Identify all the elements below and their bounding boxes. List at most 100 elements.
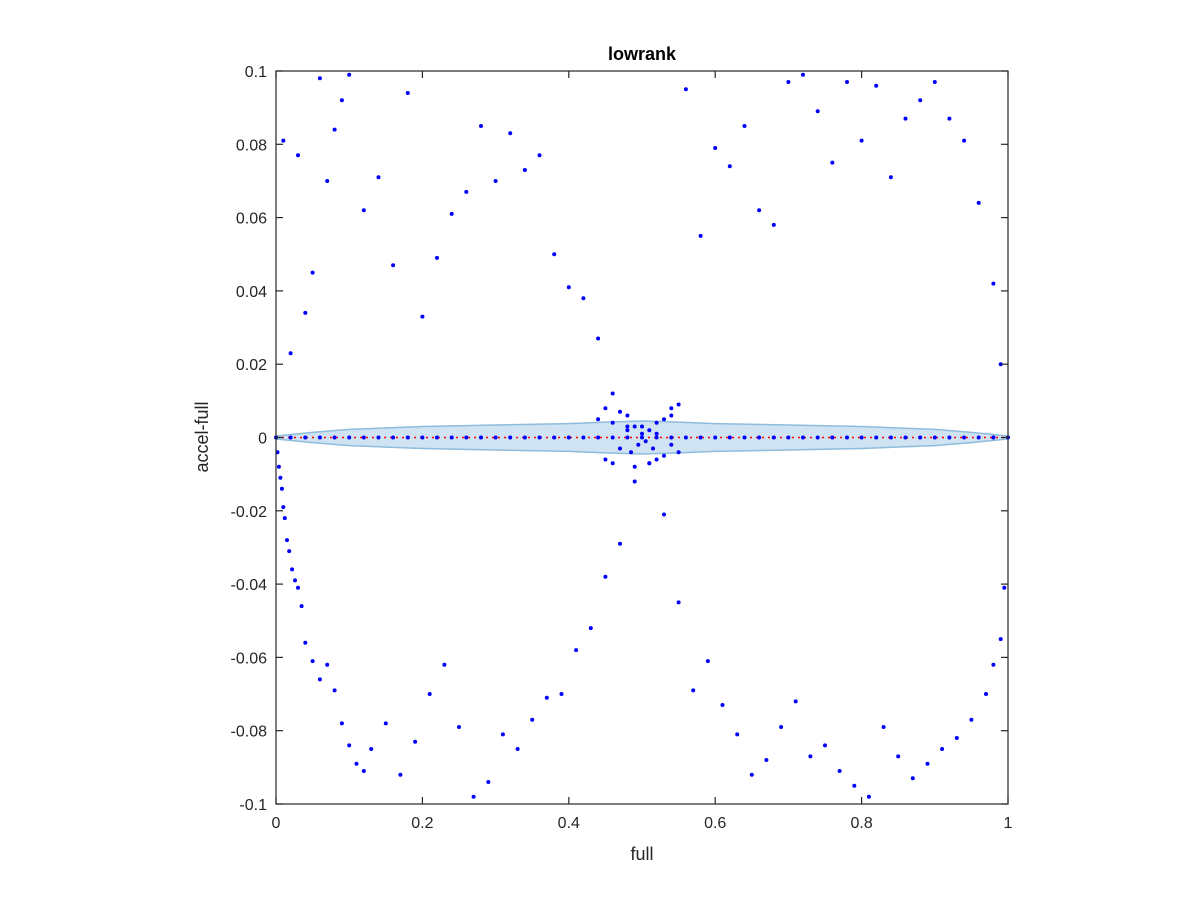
data-point <box>544 695 549 700</box>
data-point <box>610 420 615 425</box>
data-point <box>691 688 696 693</box>
data-point <box>618 541 622 546</box>
data-point <box>442 662 447 667</box>
data-point <box>757 208 762 213</box>
data-point <box>823 743 827 748</box>
data-point <box>435 435 439 440</box>
data-point <box>947 435 952 440</box>
data-point <box>969 717 974 722</box>
data-point <box>654 420 659 425</box>
data-point <box>636 442 641 447</box>
data-point <box>285 538 289 543</box>
data-point <box>581 296 586 301</box>
data-point <box>643 439 648 444</box>
data-point <box>962 435 967 440</box>
data-point <box>508 435 513 440</box>
data-point <box>625 413 630 418</box>
x-tick-label: 0.4 <box>558 815 580 832</box>
data-point <box>720 703 725 707</box>
data-point <box>654 435 659 440</box>
data-point <box>361 435 366 440</box>
data-point <box>515 747 520 751</box>
data-point <box>757 435 762 440</box>
data-point <box>662 417 666 422</box>
data-point <box>317 435 322 440</box>
data-point <box>713 435 718 440</box>
y-tick-label: 0.04 <box>236 284 267 301</box>
data-point <box>281 505 286 510</box>
data-point <box>954 736 959 740</box>
data-point <box>852 783 857 788</box>
data-point <box>925 761 930 766</box>
data-point <box>603 457 608 462</box>
data-point <box>303 310 308 315</box>
data-point <box>632 479 637 484</box>
data-point <box>998 362 1003 367</box>
data-point <box>347 72 352 77</box>
data-point <box>991 281 996 286</box>
data-point <box>610 391 615 396</box>
data-point <box>654 457 659 462</box>
data-point <box>317 677 322 682</box>
data-point <box>976 200 981 205</box>
data-point <box>727 164 732 169</box>
data-point <box>276 464 281 469</box>
data-point <box>991 435 996 440</box>
data-point <box>874 435 879 440</box>
data-point <box>727 435 732 440</box>
data-point <box>537 153 542 158</box>
data-point <box>896 754 901 759</box>
data-point <box>801 435 805 440</box>
data-point <box>361 769 366 773</box>
data-point <box>618 409 622 414</box>
data-point <box>764 758 769 762</box>
data-point <box>278 475 283 480</box>
data-point <box>405 435 410 440</box>
y-tick-label: -0.02 <box>231 504 268 521</box>
y-tick-label: 0.06 <box>236 211 267 228</box>
data-point <box>903 435 908 440</box>
data-point <box>998 637 1003 642</box>
data-point <box>683 435 688 440</box>
data-point <box>566 435 571 440</box>
data-point <box>325 179 330 183</box>
data-point <box>383 721 388 726</box>
data-point <box>859 435 864 440</box>
data-point <box>581 435 586 440</box>
data-point <box>398 772 403 777</box>
data-point <box>574 648 579 653</box>
data-point <box>669 406 674 411</box>
data-point <box>281 138 286 143</box>
data-point <box>647 428 652 433</box>
data-point <box>310 270 315 275</box>
data-point <box>288 351 293 356</box>
data-point <box>603 406 608 411</box>
data-point <box>317 76 322 81</box>
data-point <box>500 732 505 737</box>
data-point <box>947 116 952 121</box>
data-point <box>530 717 535 722</box>
data-point <box>457 725 461 729</box>
data-point <box>508 131 513 136</box>
y-tick-label: 0 <box>258 431 267 448</box>
data-point <box>287 549 292 554</box>
data-point <box>596 336 601 341</box>
data-point <box>918 435 923 440</box>
data-point <box>815 435 820 440</box>
data-point <box>471 794 476 799</box>
data-point <box>405 91 410 95</box>
x-tick-label: 0.2 <box>411 815 433 832</box>
data-point <box>325 662 330 667</box>
data-point <box>299 604 304 609</box>
data-point <box>625 435 630 440</box>
data-point <box>522 435 527 440</box>
data-point <box>464 435 469 440</box>
data-point <box>625 428 630 433</box>
x-axis-label: full <box>630 844 653 864</box>
data-point <box>632 424 637 429</box>
data-point <box>932 80 937 84</box>
data-point <box>1002 585 1007 590</box>
data-point <box>464 189 469 194</box>
x-tick-label: 0 <box>272 815 281 832</box>
data-point <box>332 127 337 132</box>
